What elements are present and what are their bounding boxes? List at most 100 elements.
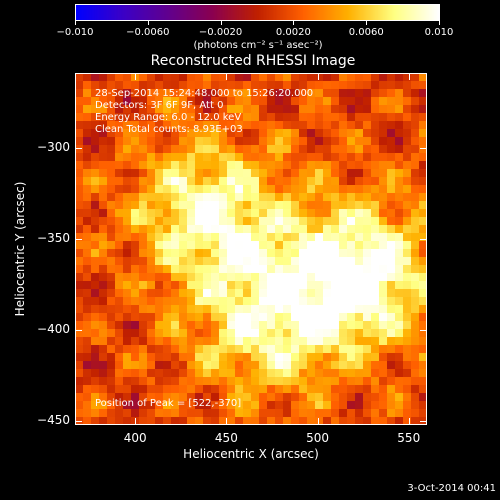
heatmap-cell <box>147 353 156 362</box>
heatmap-cell <box>115 193 124 202</box>
heatmap-cell <box>267 249 276 258</box>
heatmap-cell <box>107 129 116 138</box>
heatmap-cell <box>107 289 116 298</box>
heatmap-cell <box>355 201 364 210</box>
heatmap-cell <box>139 113 148 122</box>
heatmap-cell <box>115 169 124 178</box>
heatmap-cell <box>243 233 252 242</box>
heatmap-cell <box>307 153 316 162</box>
heatmap-cell <box>347 129 356 138</box>
heatmap-cell <box>315 361 324 370</box>
heatmap-cell <box>131 297 140 306</box>
heatmap-cell <box>179 249 188 258</box>
heatmap-cell <box>83 193 92 202</box>
heatmap-cell <box>107 161 116 170</box>
heatmap-cell <box>315 233 324 242</box>
heatmap-cell <box>315 329 324 338</box>
heatmap-cell <box>187 169 196 178</box>
heatmap-cell <box>411 249 420 258</box>
heatmap-cell <box>131 193 140 202</box>
heatmap-cell <box>339 417 348 425</box>
heatmap-cell <box>347 289 356 298</box>
heatmap-cell <box>75 145 84 154</box>
heatmap-cell <box>99 361 108 370</box>
heatmap-cell <box>211 153 220 162</box>
heatmap-cell <box>107 113 116 122</box>
heatmap-cell <box>91 401 100 410</box>
heatmap-cell <box>235 417 244 425</box>
heatmap-cell <box>379 217 388 226</box>
heatmap-cell <box>235 361 244 370</box>
heatmap-cell <box>243 193 252 202</box>
heatmap-cell <box>355 369 364 378</box>
heatmap-cell <box>371 273 380 282</box>
heatmap-cell <box>347 305 356 314</box>
heatmap-cell <box>395 409 404 418</box>
heatmap-cell <box>307 313 316 322</box>
heatmap-cell <box>115 241 124 250</box>
heatmap-cell <box>123 257 132 266</box>
heatmap-cell <box>187 417 196 425</box>
heatmap-cell <box>195 225 204 234</box>
heatmap-cell <box>227 209 236 218</box>
heatmap-cell <box>307 353 316 362</box>
heatmap-cell <box>411 385 420 394</box>
heatmap-cell <box>347 113 356 122</box>
heatmap-cell <box>211 113 220 122</box>
heatmap-cell <box>251 249 260 258</box>
heatmap-cell <box>211 329 220 338</box>
heatmap-cell <box>371 225 380 234</box>
heatmap-cell <box>403 137 412 146</box>
heatmap-cell <box>171 81 180 90</box>
heatmap-cell <box>211 369 220 378</box>
heatmap-cell <box>395 137 404 146</box>
heatmap-cell <box>147 337 156 346</box>
heatmap-cell <box>355 417 364 425</box>
heatmap-cell <box>115 177 124 186</box>
heatmap-cell <box>403 113 412 122</box>
heatmap-cell <box>195 321 204 330</box>
x-tick <box>408 73 410 80</box>
heatmap-cell <box>75 233 84 242</box>
heatmap-cell <box>363 121 372 130</box>
heatmap-cell <box>147 313 156 322</box>
heatmap-cell <box>91 113 100 122</box>
heatmap-cell <box>379 281 388 290</box>
heatmap-cell <box>403 361 412 370</box>
heatmap-cell <box>275 409 284 418</box>
heatmap-cell <box>139 177 148 186</box>
heatmap-cell <box>131 161 140 170</box>
heatmap-cell <box>123 313 132 322</box>
heatmap-cell <box>147 289 156 298</box>
heatmap-cell <box>179 105 188 114</box>
heatmap-cell <box>355 121 364 130</box>
heatmap-cell <box>219 217 228 226</box>
heatmap-cell <box>379 409 388 418</box>
heatmap-cell <box>107 209 116 218</box>
heatmap-cell <box>283 129 292 138</box>
heatmap-cell <box>419 361 427 370</box>
heatmap-cell <box>331 257 340 266</box>
heatmap-cell <box>307 281 316 290</box>
heatmap-cell <box>235 329 244 338</box>
x-tick <box>317 73 319 80</box>
heatmap-cell <box>371 97 380 106</box>
heatmap-cell <box>123 137 132 146</box>
heatmap-cell <box>187 257 196 266</box>
heatmap-cell <box>107 177 116 186</box>
heatmap-cell <box>419 81 427 90</box>
heatmap-cell <box>275 97 284 106</box>
heatmap-cell <box>123 89 132 98</box>
heatmap-cell <box>75 321 84 330</box>
heatmap-cell <box>323 281 332 290</box>
heatmap-cell <box>147 201 156 210</box>
colorbar <box>75 4 440 21</box>
heatmap-cell <box>339 385 348 394</box>
heatmap-cell <box>371 121 380 130</box>
heatmap-cell <box>179 209 188 218</box>
heatmap-cell <box>211 161 220 170</box>
heatmap-cell <box>251 297 260 306</box>
heatmap-cell <box>179 297 188 306</box>
heatmap-cell <box>131 281 140 290</box>
heatmap-cell <box>251 321 260 330</box>
